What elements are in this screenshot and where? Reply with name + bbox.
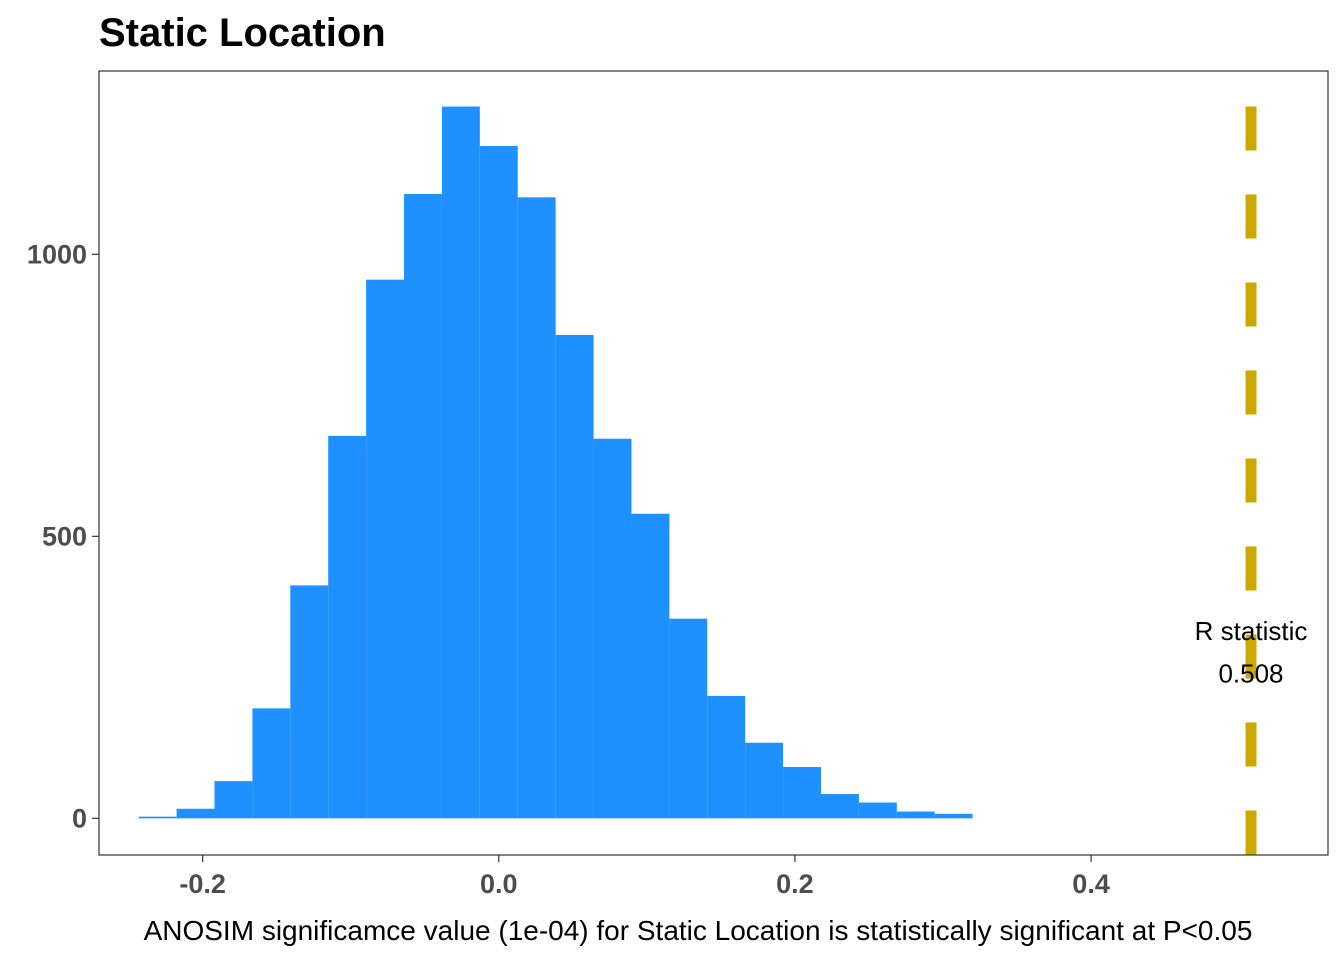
histogram-bar-19 xyxy=(858,802,897,819)
annotation-group: R statistic 0.508 xyxy=(1195,616,1308,688)
annotation-value: 0.508 xyxy=(1218,658,1283,688)
y-tick-label: 1000 xyxy=(27,239,87,269)
histogram-bar-14 xyxy=(669,618,708,819)
histogram-bar-18 xyxy=(821,794,859,819)
histogram-bar-12 xyxy=(593,438,632,819)
histogram-bar-15 xyxy=(707,695,746,819)
x-axis: -0.2 0.0 0.2 0.4 xyxy=(179,855,1110,899)
histogram-bar-0 xyxy=(138,816,177,819)
histogram-bar-13 xyxy=(631,513,670,819)
x-axis-label: ANOSIM significamce value (1e-04) for St… xyxy=(144,915,1253,946)
histogram-bar-9 xyxy=(479,146,518,819)
y-tick-label: 500 xyxy=(42,521,87,551)
histogram-bar-3 xyxy=(252,708,291,819)
histogram-bar-20 xyxy=(896,811,935,819)
histogram-bar-5 xyxy=(328,435,367,819)
histogram-bar-17 xyxy=(783,767,822,819)
x-tick-label: 0.2 xyxy=(776,869,814,899)
x-tick-label: 0.0 xyxy=(480,869,518,899)
histogram-bar-4 xyxy=(290,585,329,819)
y-axis: 0 500 1000 xyxy=(27,239,99,833)
histogram-bar-7 xyxy=(404,193,442,819)
x-tick-label: 0.4 xyxy=(1072,869,1110,899)
annotation-label: R statistic xyxy=(1195,616,1308,646)
chart-title: Static Location xyxy=(99,11,386,55)
histogram-bars xyxy=(138,106,973,819)
histogram-bar-1 xyxy=(176,808,215,819)
y-tick-label: 0 xyxy=(72,803,87,833)
histogram-bar-11 xyxy=(555,334,594,819)
histogram-bar-2 xyxy=(214,781,253,819)
histogram-bar-16 xyxy=(745,742,784,819)
x-tick-label: -0.2 xyxy=(179,869,226,899)
histogram-bar-6 xyxy=(366,279,405,819)
histogram-bar-10 xyxy=(517,197,556,819)
plot-panel-border xyxy=(98,70,1329,856)
histogram-bar-21 xyxy=(934,813,973,819)
histogram-bar-8 xyxy=(441,106,480,819)
